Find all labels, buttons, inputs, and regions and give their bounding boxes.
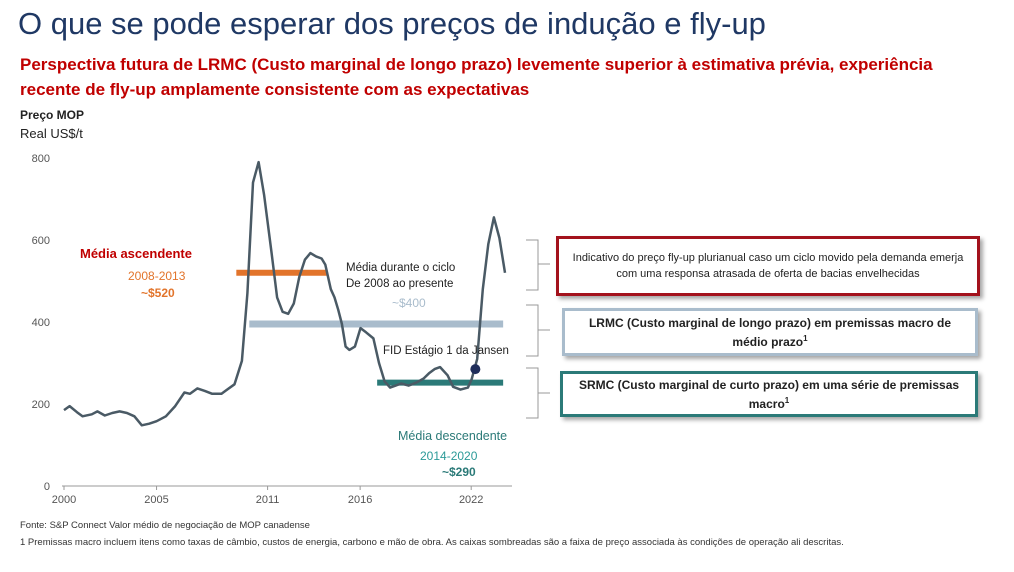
descending-period: 2014-2020 [420, 449, 478, 463]
x-tick-label: 2005 [144, 494, 168, 506]
ascending-value: ~$520 [141, 286, 175, 300]
ascending-period: 2008-2013 [128, 269, 186, 283]
x-tick-label: 2016 [348, 494, 372, 506]
brace-srmc [526, 367, 550, 419]
lrmc-box-text: LRMC (Custo marginal de longo prazo) em … [588, 315, 952, 349]
cycle-value: ~$400 [392, 296, 426, 310]
y-tick-label: 600 [32, 235, 50, 247]
y-axis-ticks: 0 200 400 600 800 [32, 153, 50, 493]
mop-price-line [63, 160, 507, 427]
y-tick-label: 800 [32, 153, 50, 165]
descending-label: Média descendente [398, 429, 507, 443]
cycle-label-line2: De 2008 ao presente [346, 278, 453, 290]
brace-lrmc [526, 304, 550, 357]
source-note: Fonte: S&P Connect Valor médio de negoci… [20, 520, 310, 531]
y-axis-label: Preço MOP [20, 108, 85, 122]
flyup-box: Indicativo do preço fly-up plurianual ca… [556, 236, 980, 296]
srmc-box-content: SRMC (Custo marginal de curto prazo) em … [573, 377, 965, 412]
srmc-box: SRMC (Custo marginal de curto prazo) em … [560, 371, 978, 417]
srmc-footnote-mark: 1 [784, 395, 790, 405]
descending-value: ~$290 [442, 465, 476, 479]
x-axis-ticks: 2000 2005 2011 2016 2022 [52, 486, 483, 506]
y-tick-label: 400 [32, 317, 50, 329]
ascending-label: Média ascendente [80, 246, 192, 261]
cycle-label-line1: Média durante o ciclo [346, 262, 455, 274]
page-title: O que se pode esperar dos preços de indu… [18, 6, 766, 41]
fid-marker [470, 364, 481, 375]
y-tick-label: 200 [32, 399, 50, 411]
lrmc-box-content: LRMC (Custo marginal de longo prazo) em … [575, 315, 965, 350]
fid-label: FID Estágio 1 da Jansen [383, 345, 509, 357]
x-tick-label: 2000 [52, 494, 76, 506]
srmc-box-text: SRMC (Custo marginal de curto prazo) em … [578, 377, 960, 411]
footnote-1: 1 Premissas macro incluem itens como tax… [20, 537, 844, 548]
y-axis-unit: Real US$/t [20, 126, 83, 141]
x-tick-label: 2011 [256, 494, 280, 506]
brace-flyup [526, 239, 550, 291]
flyup-box-text: Indicativo do preço fly-up plurianual ca… [572, 252, 964, 280]
lrmc-footnote-mark: 1 [803, 333, 808, 343]
y-tick-label: 0 [44, 481, 50, 493]
x-tick-label: 2022 [459, 494, 483, 506]
lrmc-box: LRMC (Custo marginal de longo prazo) em … [562, 308, 978, 356]
page-subtitle: Perspectiva futura de LRMC (Custo margin… [20, 55, 933, 99]
